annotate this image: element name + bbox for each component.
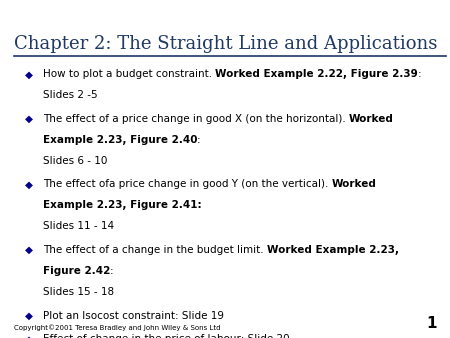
Text: ◆: ◆ (25, 114, 33, 124)
Text: Slides 2 -5: Slides 2 -5 (43, 90, 97, 100)
Text: Example 2.23, Figure 2.40: Example 2.23, Figure 2.40 (43, 135, 197, 145)
Text: :: : (197, 135, 201, 145)
Text: Chapter 2: The Straight Line and Applications: Chapter 2: The Straight Line and Applica… (14, 35, 437, 53)
Text: :: : (110, 266, 114, 276)
Text: Worked Example 2.22, Figure 2.39: Worked Example 2.22, Figure 2.39 (215, 69, 418, 79)
Text: ◆: ◆ (25, 245, 33, 255)
Text: Effect of change in the price of labour: Slide 20: Effect of change in the price of labour:… (43, 334, 289, 338)
Text: Worked Example 2.23,: Worked Example 2.23, (266, 245, 399, 255)
Text: Plot an Isocost constraint: Slide 19: Plot an Isocost constraint: Slide 19 (43, 311, 224, 321)
Text: Copyright©2001 Teresa Bradley and John Wiley & Sons Ltd: Copyright©2001 Teresa Bradley and John W… (14, 324, 220, 331)
Text: Slides 11 - 14: Slides 11 - 14 (43, 221, 114, 232)
Text: ◆: ◆ (25, 179, 33, 190)
Text: Figure 2.42: Figure 2.42 (43, 266, 110, 276)
Text: 1: 1 (426, 316, 436, 331)
Text: Example 2.23, Figure 2.41:: Example 2.23, Figure 2.41: (43, 200, 202, 211)
Text: Slides 15 - 18: Slides 15 - 18 (43, 287, 114, 297)
Text: Worked: Worked (349, 114, 394, 124)
Text: How to plot a budget constraint.: How to plot a budget constraint. (43, 69, 215, 79)
Text: ◆: ◆ (25, 311, 33, 321)
Text: Slides 6 - 10: Slides 6 - 10 (43, 156, 107, 166)
Text: The effect of a price change in good X (on the horizontal).: The effect of a price change in good X (… (43, 114, 349, 124)
Text: ◆: ◆ (25, 334, 33, 338)
Text: The effect of a change in the budget limit.: The effect of a change in the budget lim… (43, 245, 266, 255)
Text: The effect ofa price change in good Y (on the vertical).: The effect ofa price change in good Y (o… (43, 179, 331, 190)
Text: ◆: ◆ (25, 69, 33, 79)
Text: Worked: Worked (331, 179, 376, 190)
Text: :: : (418, 69, 422, 79)
